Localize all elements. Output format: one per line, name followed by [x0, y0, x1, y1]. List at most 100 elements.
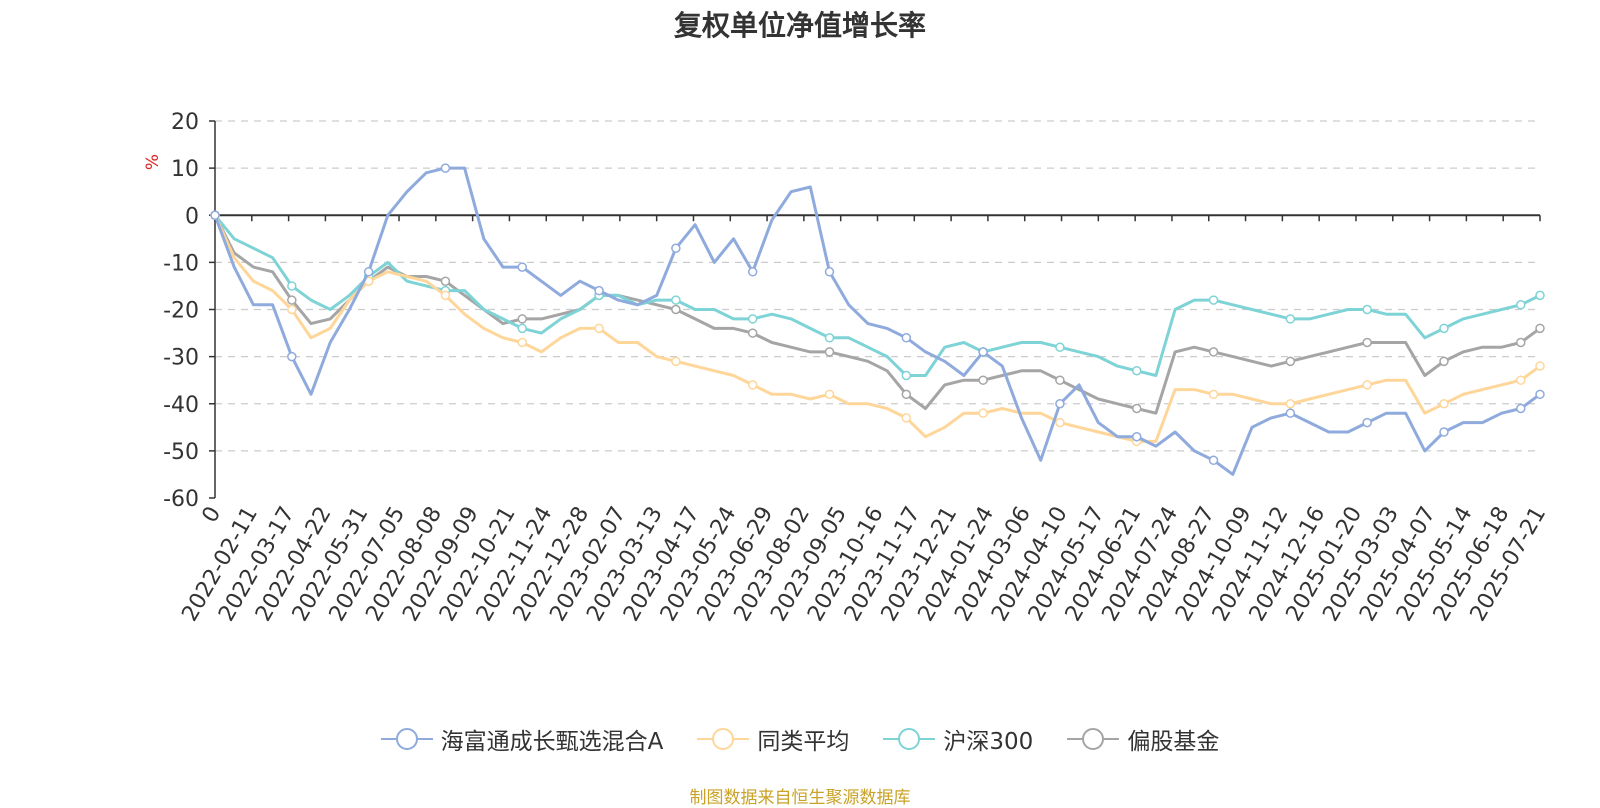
data-point: [1285, 399, 1296, 409]
y-tick-label: 10: [171, 157, 199, 182]
data-point: [210, 210, 220, 220]
data-point: [901, 370, 912, 381]
data-point: [671, 295, 681, 305]
x-tick-label: 0: [198, 503, 227, 528]
series-line: [213, 214, 1541, 415]
data-point: [1055, 399, 1065, 409]
data-point: [1535, 290, 1545, 301]
data-point: [1516, 403, 1526, 414]
y-tick-label: -40: [163, 393, 199, 418]
series-1: [210, 210, 1545, 447]
data-point: [517, 314, 527, 324]
data-point: [517, 323, 527, 334]
data-point: [287, 281, 297, 291]
data-point: [747, 328, 758, 338]
legend-item[interactable]: 同类平均: [697, 722, 849, 756]
series-3: [210, 210, 1545, 415]
data-point: [1362, 337, 1372, 348]
data-point: [1516, 337, 1526, 348]
data-point: [1535, 389, 1545, 400]
legend-label: 沪深300: [943, 729, 1034, 755]
data-point: [1535, 323, 1545, 334]
legend-label: 偏股基金: [1127, 729, 1220, 755]
y-tick-label: -10: [163, 251, 199, 276]
legend-line-circle-icon: [1067, 728, 1120, 750]
data-point: [671, 243, 681, 253]
data-point: [440, 276, 451, 286]
data-point: [517, 337, 527, 348]
data-point: [1208, 455, 1219, 466]
data-point: [1439, 356, 1449, 367]
y-tick-label: -30: [163, 346, 199, 371]
y-tick-label: -50: [163, 440, 199, 465]
data-point: [287, 295, 297, 305]
data-point: [901, 333, 912, 343]
series-line: [213, 214, 1541, 443]
data-point: [824, 389, 835, 400]
data-point: [440, 163, 451, 173]
data-point: [1439, 399, 1449, 409]
data-point: [594, 323, 604, 334]
legend-line-circle-icon: [697, 728, 750, 750]
data-point: [1439, 427, 1449, 437]
data-point: [1362, 304, 1372, 315]
series-0: [210, 163, 1545, 476]
data-point: [1131, 431, 1142, 442]
legend: 海富通成长甄选混合A 同类平均 沪深300 偏股基金: [0, 722, 1600, 756]
data-point: [363, 267, 374, 277]
data-point: [1055, 417, 1065, 428]
data-point: [747, 267, 758, 277]
data-point: [1285, 314, 1296, 324]
y-tick-label: 20: [171, 110, 199, 135]
series-2: [210, 210, 1545, 381]
data-point: [1362, 380, 1372, 390]
y-tick-label: -60: [163, 487, 199, 512]
y-tick-label: 0: [185, 204, 199, 229]
data-point: [671, 304, 681, 315]
data-point: [1362, 417, 1372, 428]
data-point: [1208, 347, 1219, 357]
data-point: [1055, 342, 1065, 352]
data-point: [671, 356, 681, 367]
data-point: [824, 333, 835, 343]
data-point: [1131, 366, 1142, 376]
data-point: [1285, 408, 1296, 418]
data-point: [440, 290, 451, 301]
legend-line-circle-icon: [380, 728, 433, 750]
data-point: [1516, 300, 1526, 310]
chart-title: 复权单位净值增长率: [673, 9, 926, 42]
data-point: [978, 375, 988, 385]
data-point: [594, 285, 604, 296]
data-point: [287, 304, 297, 315]
series-line: [213, 166, 1541, 476]
legend-item[interactable]: 偏股基金: [1067, 722, 1219, 756]
data-point: [901, 389, 912, 400]
y-axis-unit: %: [143, 154, 163, 170]
series-line: [213, 214, 1541, 377]
data-point: [824, 347, 835, 357]
data-point: [1439, 323, 1449, 334]
legend-label: 同类平均: [757, 729, 850, 755]
data-point: [1285, 356, 1296, 367]
data-point: [517, 262, 527, 272]
data-point: [1055, 375, 1065, 385]
source-note: 制图数据来自恒生聚源数据库: [689, 788, 911, 808]
data-point: [1208, 295, 1219, 305]
legend-label: 海富通成长甄选混合A: [440, 729, 664, 755]
data-point: [1516, 375, 1526, 385]
data-point: [901, 413, 912, 423]
data-point: [978, 347, 988, 357]
data-point: [747, 314, 758, 324]
data-point: [1535, 361, 1545, 371]
data-point: [1131, 403, 1142, 414]
data-point: [978, 408, 988, 418]
data-point: [1208, 389, 1219, 400]
legend-line-circle-icon: [883, 728, 936, 750]
legend-item[interactable]: 沪深300: [883, 722, 1033, 756]
data-point: [287, 351, 297, 362]
data-point: [824, 267, 835, 277]
legend-item[interactable]: 海富通成长甄选混合A: [380, 722, 664, 756]
y-tick-label: -20: [163, 299, 199, 324]
data-point: [747, 380, 758, 390]
